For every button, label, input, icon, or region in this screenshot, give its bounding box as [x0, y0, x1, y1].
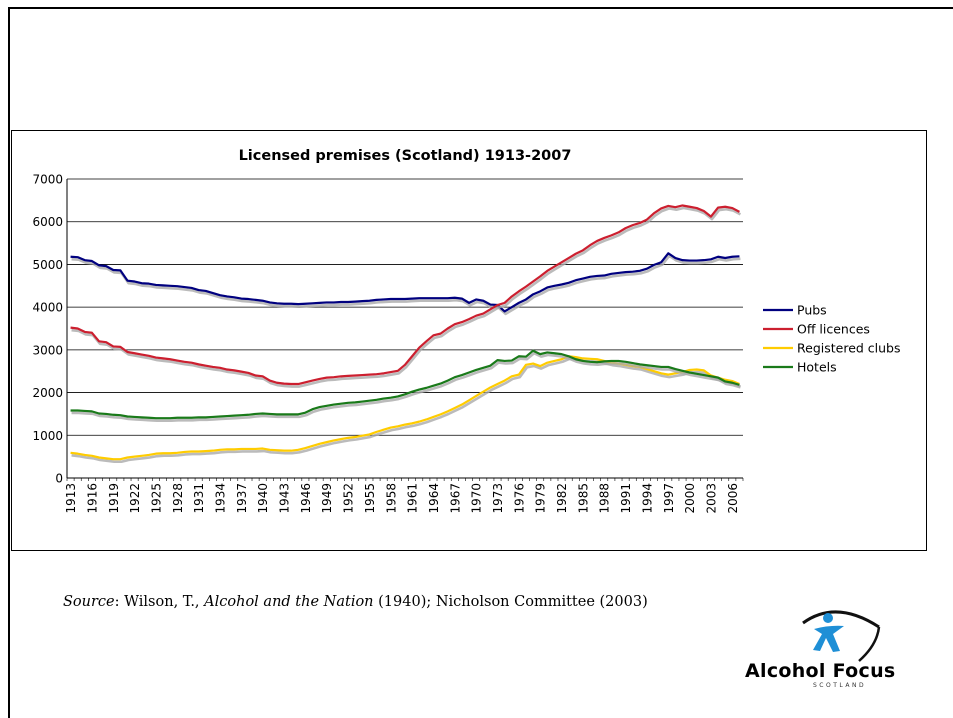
- legend-label: Hotels: [797, 360, 837, 375]
- x-tick-label: 1946: [299, 483, 313, 514]
- y-tick-label: 1000: [32, 429, 63, 443]
- x-tick-label: 2000: [683, 483, 697, 514]
- x-tick-label: 1985: [576, 483, 590, 514]
- x-tick-label: 1925: [149, 483, 163, 514]
- source-book-title: Alcohol and the Nation: [204, 594, 374, 610]
- chart-frame: Licensed premises (Scotland) 1913-2007 0 1…: [11, 130, 927, 551]
- x-tick-label: 1973: [491, 483, 505, 514]
- slide: [8, 7, 953, 718]
- series-shadow: [71, 357, 741, 464]
- source-label: Source: [63, 594, 115, 610]
- x-tick-label: 2006: [726, 483, 740, 514]
- x-tick-label: 1940: [256, 483, 270, 514]
- x-tick-label: 1928: [171, 483, 185, 514]
- x-tick-label: 1976: [512, 483, 526, 514]
- x-tick-label: 1961: [406, 483, 420, 514]
- chart: Licensed premises (Scotland) 1913-200701…: [32, 148, 901, 514]
- y-tick-label: 0: [55, 472, 63, 486]
- y-tick-label: 5000: [32, 258, 63, 272]
- x-tick-label: 1913: [64, 483, 78, 514]
- y-tick-label: 4000: [32, 301, 63, 315]
- series-line: [70, 355, 740, 461]
- chart-title: Licensed premises (Scotland) 1913-2007: [239, 148, 572, 164]
- x-tick-label: 1982: [555, 483, 569, 514]
- series-shadow: [71, 206, 742, 388]
- y-tick-label: 6000: [32, 215, 63, 229]
- x-tick-label: 1967: [448, 483, 462, 514]
- x-tick-label: 1979: [534, 483, 548, 514]
- x-tick-label: 1934: [213, 483, 227, 514]
- x-tick-label: 1916: [85, 483, 99, 514]
- source-citation: Source: Wilson, T., Alcohol and the Nati…: [63, 594, 648, 610]
- x-tick-label: 1949: [320, 483, 334, 514]
- logo-figure-icon: [802, 610, 881, 662]
- x-tick-label: 1970: [470, 483, 484, 514]
- legend-label: Off licences: [797, 322, 870, 337]
- x-tick-label: 1919: [107, 483, 121, 514]
- x-tick-label: 1955: [363, 483, 377, 514]
- series-shadow: [71, 254, 741, 316]
- legend-label: Pubs: [797, 303, 827, 318]
- x-tick-label: 1994: [640, 483, 654, 514]
- x-tick-label: 1991: [619, 483, 633, 514]
- y-tick-label: 3000: [32, 343, 63, 357]
- series-line: [70, 349, 740, 420]
- x-tick-label: 1958: [384, 483, 398, 514]
- x-tick-label: 1988: [598, 483, 612, 514]
- alcohol-focus-logo: Alcohol Focus SCOTLAND: [741, 605, 927, 691]
- legend-label: Registered clubs: [797, 341, 901, 356]
- y-tick-label: 7000: [32, 173, 63, 187]
- x-tick-label: 1937: [235, 483, 249, 514]
- logo-subtitle: SCOTLAND: [813, 682, 867, 689]
- x-tick-label: 1922: [128, 483, 142, 514]
- x-tick-label: 1997: [662, 483, 676, 514]
- series-shadow: [71, 351, 741, 423]
- x-tick-label: 1952: [342, 483, 356, 514]
- series-line: [70, 204, 740, 386]
- y-tick-label: 2000: [32, 386, 63, 400]
- source-author: : Wilson, T.,: [114, 594, 205, 610]
- series-line: [70, 252, 740, 313]
- x-tick-label: 1931: [192, 483, 206, 514]
- source-details: (1940); Nicholson Committee (2003): [373, 594, 648, 610]
- x-tick-label: 1943: [278, 483, 292, 514]
- logo-wordmark: Alcohol Focus: [745, 660, 896, 682]
- x-tick-label: 1964: [427, 483, 441, 514]
- x-tick-label: 2003: [704, 483, 718, 514]
